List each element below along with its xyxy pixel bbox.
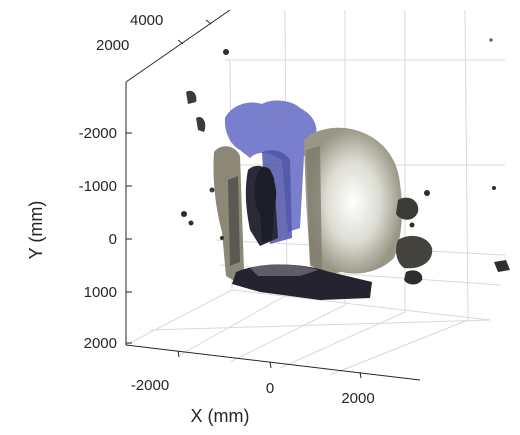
- cloud-right-scatter-3: [404, 270, 423, 285]
- cloud-person: [254, 167, 277, 242]
- cloud-point-b: [409, 222, 415, 228]
- x-tick-labels: -2000 0 2000: [131, 377, 375, 407]
- cloud-point-d: [494, 260, 510, 272]
- y-tick-label: 1000: [84, 284, 117, 301]
- cloud-floor-light: [250, 264, 318, 276]
- cloud-point-e: [489, 38, 493, 42]
- cloud-blue-top: [224, 100, 317, 232]
- cloud-point-g: [181, 211, 187, 217]
- y-tick-labels: -2000 -1000 0 1000 2000: [79, 125, 117, 352]
- y-tick-label: -2000: [79, 125, 117, 142]
- cloud-point-a: [424, 190, 430, 196]
- point-cloud: [181, 38, 510, 300]
- x-axis-label: X (mm): [191, 406, 250, 426]
- cloud-left-scatter-1: [186, 90, 197, 104]
- y-tick-label: 0: [109, 231, 117, 248]
- cloud-point-f: [223, 49, 229, 55]
- cloud-right-scatter-1: [396, 197, 419, 220]
- y-axis-label: Y (mm): [26, 201, 46, 260]
- x-tick-label: 2000: [341, 390, 374, 407]
- cloud-right-wall: [304, 127, 402, 276]
- cloud-point-h: [188, 220, 194, 226]
- cloud-left-scatter-2: [196, 116, 206, 132]
- x-tick-label: 0: [266, 380, 274, 397]
- cloud-left-wall-dark: [228, 176, 240, 266]
- cloud-right-scatter-2: [396, 235, 433, 269]
- cloud-point-c: [492, 186, 496, 190]
- tick-marks: [126, 19, 362, 379]
- grid-lines: [125, 9, 506, 376]
- cloud-point-i: [220, 236, 224, 240]
- z-tick-label: 2000: [96, 37, 129, 54]
- x-tick-label: -2000: [131, 377, 169, 394]
- cloud-right-wall-shade: [306, 146, 322, 270]
- y-tick-label: 2000: [84, 335, 117, 352]
- y-tick-label: -1000: [79, 178, 117, 195]
- z-tick-labels: 4000 2000: [96, 12, 163, 54]
- axes: [125, 9, 421, 381]
- z-tick-label: 4000: [130, 12, 163, 29]
- cloud-point-j: [209, 187, 215, 193]
